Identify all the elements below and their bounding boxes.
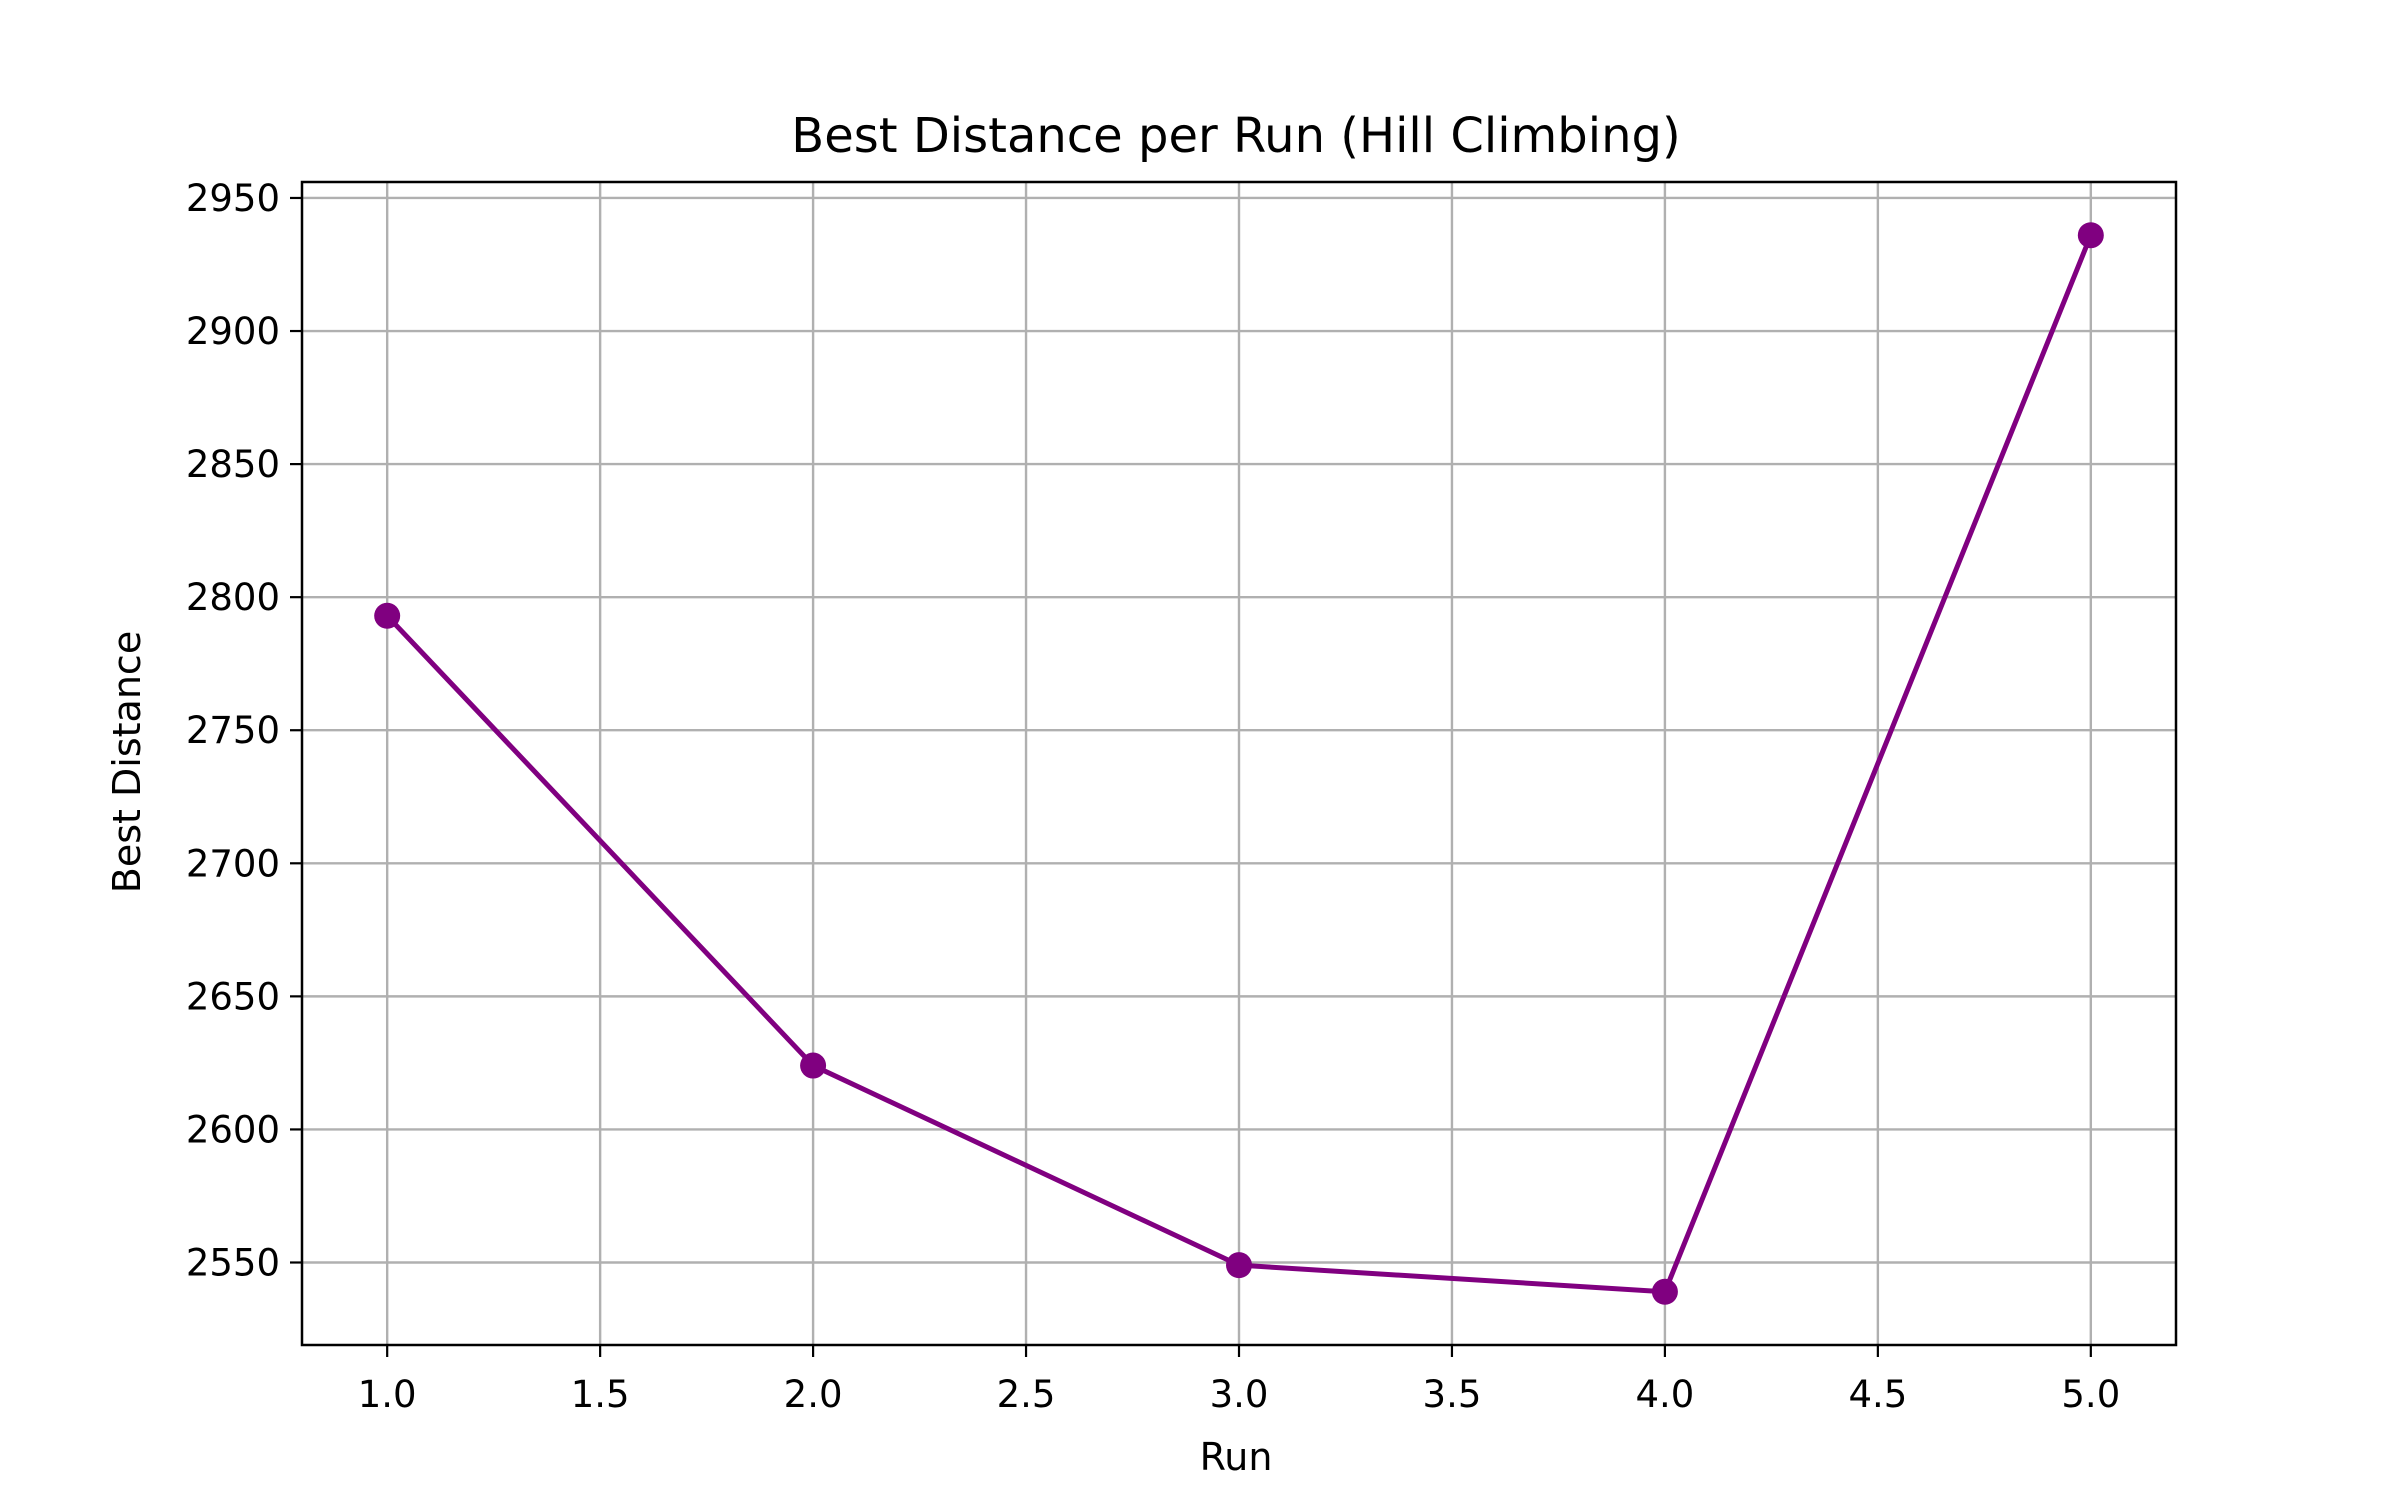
x-tick-label: 3.0 (1210, 1373, 1269, 1416)
x-tick-label: 4.5 (1848, 1373, 1907, 1416)
chart-title: Best Distance per Run (Hill Climbing) (791, 108, 1680, 164)
x-tick-label: 3.5 (1423, 1373, 1482, 1416)
data-point (2077, 222, 2104, 249)
y-tick-label: 2850 (186, 443, 280, 486)
data-point (374, 602, 401, 629)
x-tick-label: 2.0 (784, 1373, 843, 1416)
y-tick-label: 2950 (186, 177, 280, 220)
data-point (800, 1052, 827, 1079)
x-tick-label: 4.0 (1635, 1373, 1694, 1416)
y-tick-label: 2700 (186, 842, 280, 885)
x-tick-label: 2.5 (997, 1373, 1056, 1416)
axis-ticks: 1.0 1.5 2.0 2.5 3.0 3.5 4.0 4.5 5.0 2550 2600 2650 2… (186, 177, 2120, 1416)
y-tick-label: 2800 (186, 576, 280, 619)
y-tick-label: 2650 (186, 975, 280, 1018)
data-point (1651, 1278, 1678, 1305)
x-tick-label: 5.0 (2061, 1373, 2120, 1416)
y-tick-label: 2900 (186, 310, 280, 353)
data-point (1226, 1252, 1252, 1279)
x-axis-label: Run (1200, 1435, 1273, 1479)
y-tick-label: 2550 (186, 1241, 280, 1284)
y-tick-label: 2750 (186, 709, 280, 752)
grid (302, 182, 2176, 1345)
y-tick-label: 2600 (186, 1108, 280, 1151)
y-axis-label: Best Distance (105, 631, 149, 893)
x-tick-label: 1.0 (358, 1373, 417, 1416)
series-layer (374, 222, 2104, 1305)
x-tick-label: 1.5 (571, 1373, 630, 1416)
